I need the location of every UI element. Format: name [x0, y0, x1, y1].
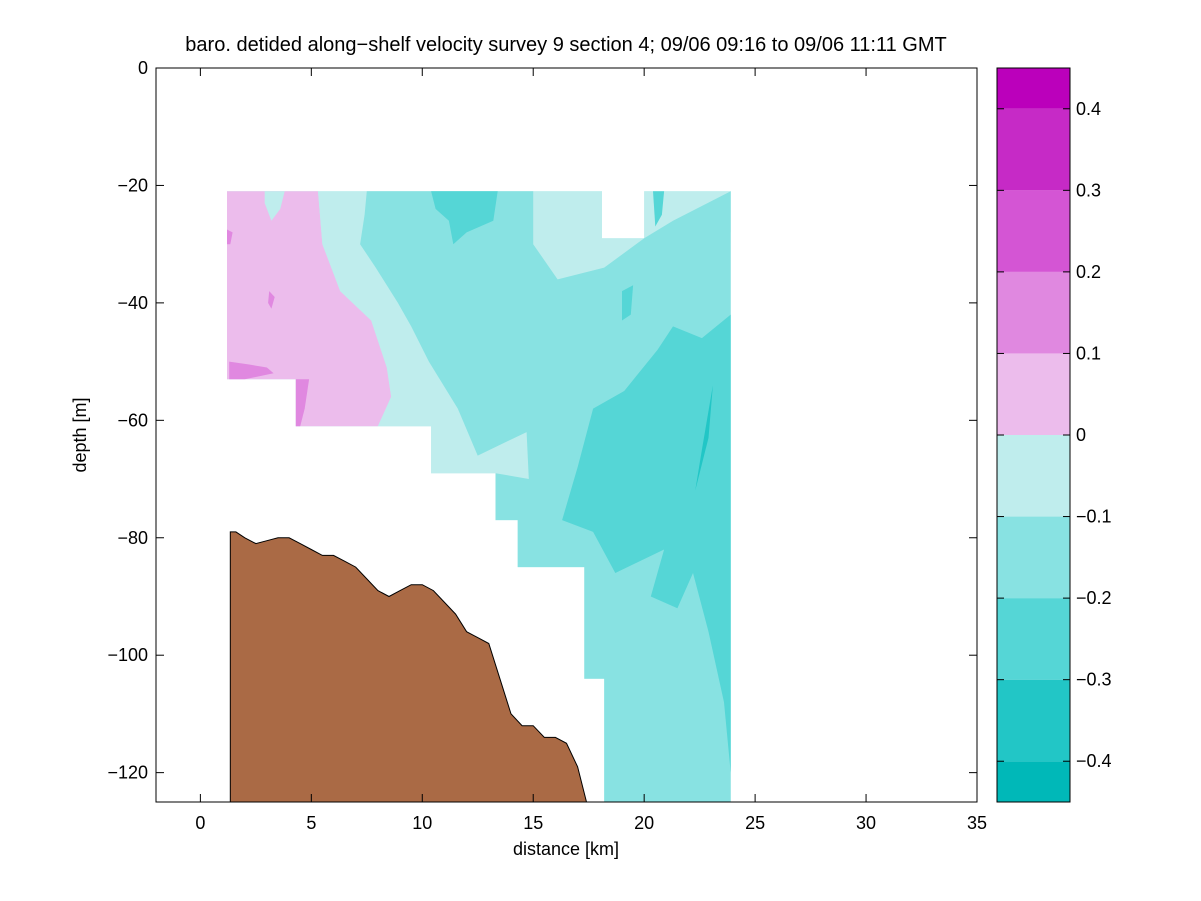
colorbar-tick-label: 0 — [1076, 425, 1086, 445]
chart-title: baro. detided along−shelf velocity surve… — [185, 34, 946, 56]
colorbar-segment — [997, 68, 1070, 109]
y-axis-ticks: 0 −20 −40 −60 −80 −100 −120 — [107, 58, 977, 783]
colorbar-segment — [997, 271, 1070, 354]
colorbar-segment — [997, 761, 1070, 802]
colorbar-tick-label: 0.1 — [1076, 343, 1101, 363]
y-tick-label: 0 — [138, 58, 148, 78]
colorbar-segment — [997, 435, 1070, 517]
x-tick-label: 15 — [523, 813, 543, 833]
contour-region-4 — [268, 291, 275, 309]
x-axis-label: distance [km] — [513, 839, 619, 859]
colorbar-segment — [997, 190, 1070, 272]
colorbar-segment — [997, 679, 1070, 762]
colorbar-segment — [997, 516, 1070, 599]
plot-area: 0 5 10 15 20 25 30 35 0 −20 −40 −60 −80 −100 −120 — [107, 58, 987, 833]
x-tick-label: 30 — [856, 813, 876, 833]
y-tick-label: −120 — [107, 763, 148, 783]
contour-region-11 — [622, 285, 634, 321]
contour-region-6 — [264, 191, 285, 221]
colorbar-tick-label: −0.2 — [1076, 588, 1112, 608]
contour-region-12 — [562, 314, 731, 773]
colorbar: 0.4 0.3 0.2 0.1 0 −0.1 −0.2 −0.3 −0.4 — [996, 67, 1112, 803]
contour-fill-layer — [227, 191, 731, 802]
x-tick-label: 0 — [195, 813, 205, 833]
x-tick-label: 35 — [967, 813, 987, 833]
y-tick-label: −20 — [117, 175, 148, 195]
x-axis-ticks: 0 5 10 15 20 25 30 35 — [195, 68, 987, 833]
x-tick-label: 5 — [306, 813, 316, 833]
colorbar-tick-label: −0.3 — [1076, 670, 1112, 690]
contour-region-3 — [227, 229, 233, 245]
contour-region-0 — [227, 191, 392, 427]
y-tick-label: −40 — [117, 293, 148, 313]
colorbar-tick-label: 0.4 — [1076, 99, 1101, 119]
colorbar-segment — [997, 353, 1070, 435]
colorbar-segment — [997, 108, 1070, 191]
x-tick-label: 20 — [634, 813, 654, 833]
contour-region-9 — [431, 191, 498, 245]
colorbar-tick-label: −0.4 — [1076, 751, 1112, 771]
colorbar-tick-label: 0.2 — [1076, 262, 1101, 282]
x-tick-label: 10 — [412, 813, 432, 833]
y-axis-label: depth [m] — [70, 397, 90, 472]
contour-region-2 — [295, 379, 310, 427]
y-tick-label: −60 — [117, 410, 148, 430]
plot-frame — [155, 67, 978, 803]
colorbar-segment — [997, 598, 1070, 680]
contour-region-8 — [360, 191, 731, 802]
seafloor-bathymetry — [229, 531, 588, 802]
seafloor-layer — [229, 531, 588, 802]
x-tick-label: 25 — [745, 813, 765, 833]
y-tick-label: −80 — [117, 528, 148, 548]
contour-region-1 — [229, 361, 274, 380]
colorbar-tick-label: 0.3 — [1076, 180, 1101, 200]
contour-region-10 — [653, 191, 665, 227]
colorbar-tick-label: −0.1 — [1076, 507, 1112, 527]
contour-region-13 — [695, 385, 713, 491]
y-tick-label: −100 — [107, 645, 148, 665]
